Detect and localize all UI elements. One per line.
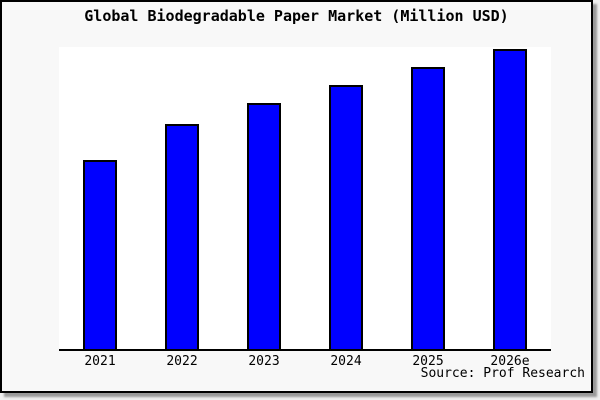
bar-2021 (83, 160, 117, 349)
x-tick-label-2022: 2022 (166, 354, 198, 369)
bar-slot-2026e (469, 47, 551, 349)
bar-slot-2024 (305, 47, 387, 349)
bar-2024 (329, 85, 363, 349)
bar-slot-2023 (223, 47, 305, 349)
plot-area (59, 47, 551, 351)
bar-2025 (411, 67, 445, 349)
x-tick-label-2024: 2024 (330, 354, 362, 369)
bar-slot-2025 (387, 47, 469, 349)
x-tick-label-2025: 2025 (412, 354, 444, 369)
x-tick-label-2023: 2023 (248, 354, 280, 369)
x-axis-line (59, 349, 551, 351)
x-tick-label-2026e: 2026e (490, 354, 530, 369)
source-caption: Source: Prof Research (420, 366, 585, 381)
bar-2023 (247, 103, 281, 349)
bar-slot-2021 (59, 47, 141, 349)
bar-slot-2022 (141, 47, 223, 349)
chart-frame: Global Biodegradable Paper Market (Milli… (0, 0, 593, 393)
bars-container (59, 47, 551, 349)
bar-2022 (165, 124, 199, 349)
chart-title: Global Biodegradable Paper Market (Milli… (84, 7, 509, 25)
x-tick-label-2021: 2021 (84, 354, 116, 369)
x-axis-labels: 2021 2022 2023 2024 2025 2026e (59, 355, 551, 369)
bar-2026e (493, 49, 527, 349)
